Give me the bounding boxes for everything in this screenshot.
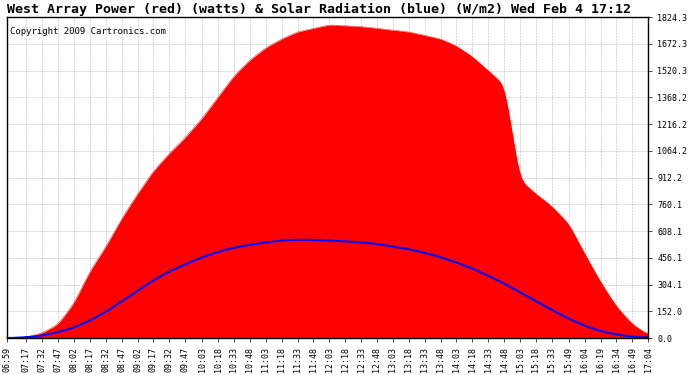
Text: West Array Power (red) (watts) & Solar Radiation (blue) (W/m2) Wed Feb 4 17:12: West Array Power (red) (watts) & Solar R… (8, 3, 631, 16)
Text: Copyright 2009 Cartronics.com: Copyright 2009 Cartronics.com (10, 27, 166, 36)
